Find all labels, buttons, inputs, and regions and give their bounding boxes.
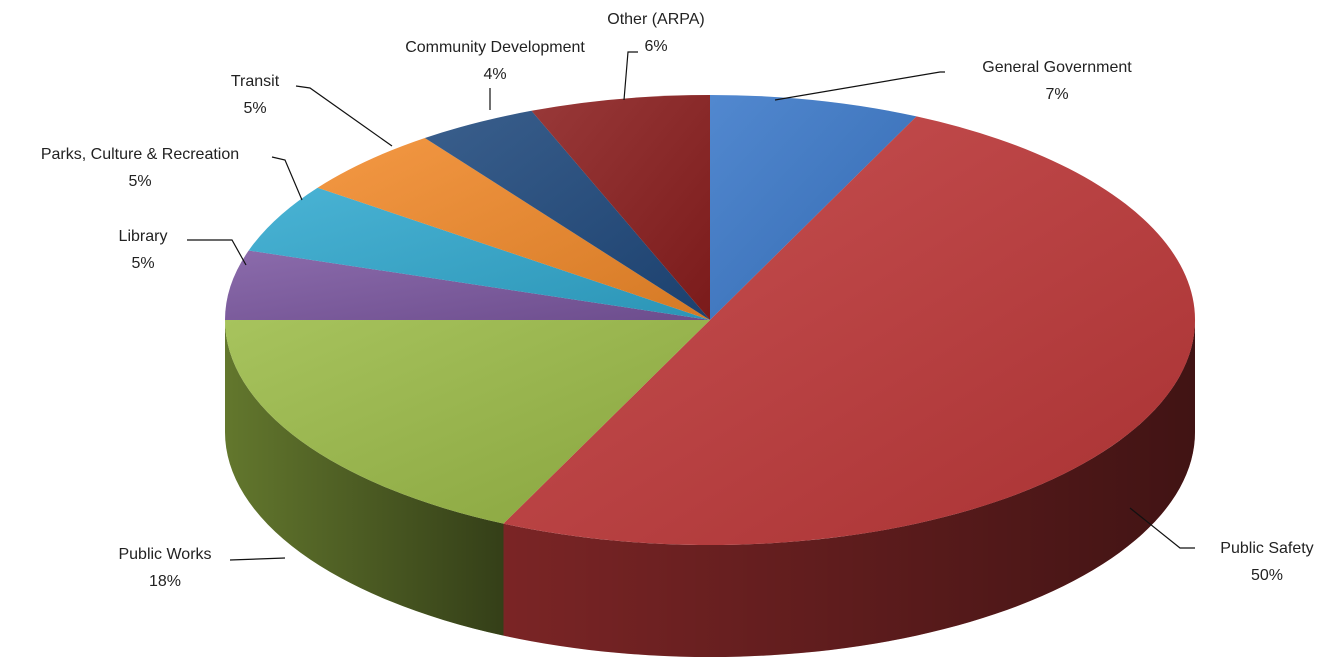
slice-value-label: 5% xyxy=(243,100,266,117)
slice-value-label: 4% xyxy=(483,66,506,83)
slice-shine xyxy=(710,95,917,320)
slice-value-label: 50% xyxy=(1251,567,1283,584)
leader-line xyxy=(271,156,303,201)
slice-value-label: 7% xyxy=(1045,86,1068,103)
leader-line xyxy=(295,85,393,147)
slice-label: General Government xyxy=(982,59,1132,76)
slice-value-label: 6% xyxy=(644,38,667,55)
slice-value-label: 5% xyxy=(131,255,154,272)
slice-shine xyxy=(225,250,710,320)
slice-shine xyxy=(224,320,710,524)
slice-value-label: 18% xyxy=(149,573,181,590)
slice-shine xyxy=(531,95,710,320)
slice-label: Library xyxy=(119,228,168,245)
leader-line xyxy=(623,51,638,101)
slice-value-label: 5% xyxy=(128,173,151,190)
labels: General Government 7% Public Safety 50% Publ… xyxy=(41,11,1314,590)
slice-shine xyxy=(424,110,710,320)
pie-tops xyxy=(224,95,1196,546)
slice-shine xyxy=(503,116,1196,546)
slice-label: Community Development xyxy=(405,39,585,56)
leader-line xyxy=(187,239,247,266)
pie-sides xyxy=(224,320,1195,658)
slice-label: Other (ARPA) xyxy=(607,11,705,28)
leader-line xyxy=(229,557,286,561)
slice-label: Transit xyxy=(231,73,280,90)
leader-line xyxy=(774,71,945,101)
slice-shine xyxy=(248,187,710,320)
slice-side-shade xyxy=(224,320,504,636)
slice-shine xyxy=(317,138,710,320)
slice-label: Public Works xyxy=(118,546,211,563)
slice-label: Parks, Culture & Recreation xyxy=(41,146,239,163)
slice-label: Public Safety xyxy=(1220,540,1313,557)
leader-line xyxy=(1129,507,1195,549)
slice-side-shade xyxy=(503,320,1195,658)
